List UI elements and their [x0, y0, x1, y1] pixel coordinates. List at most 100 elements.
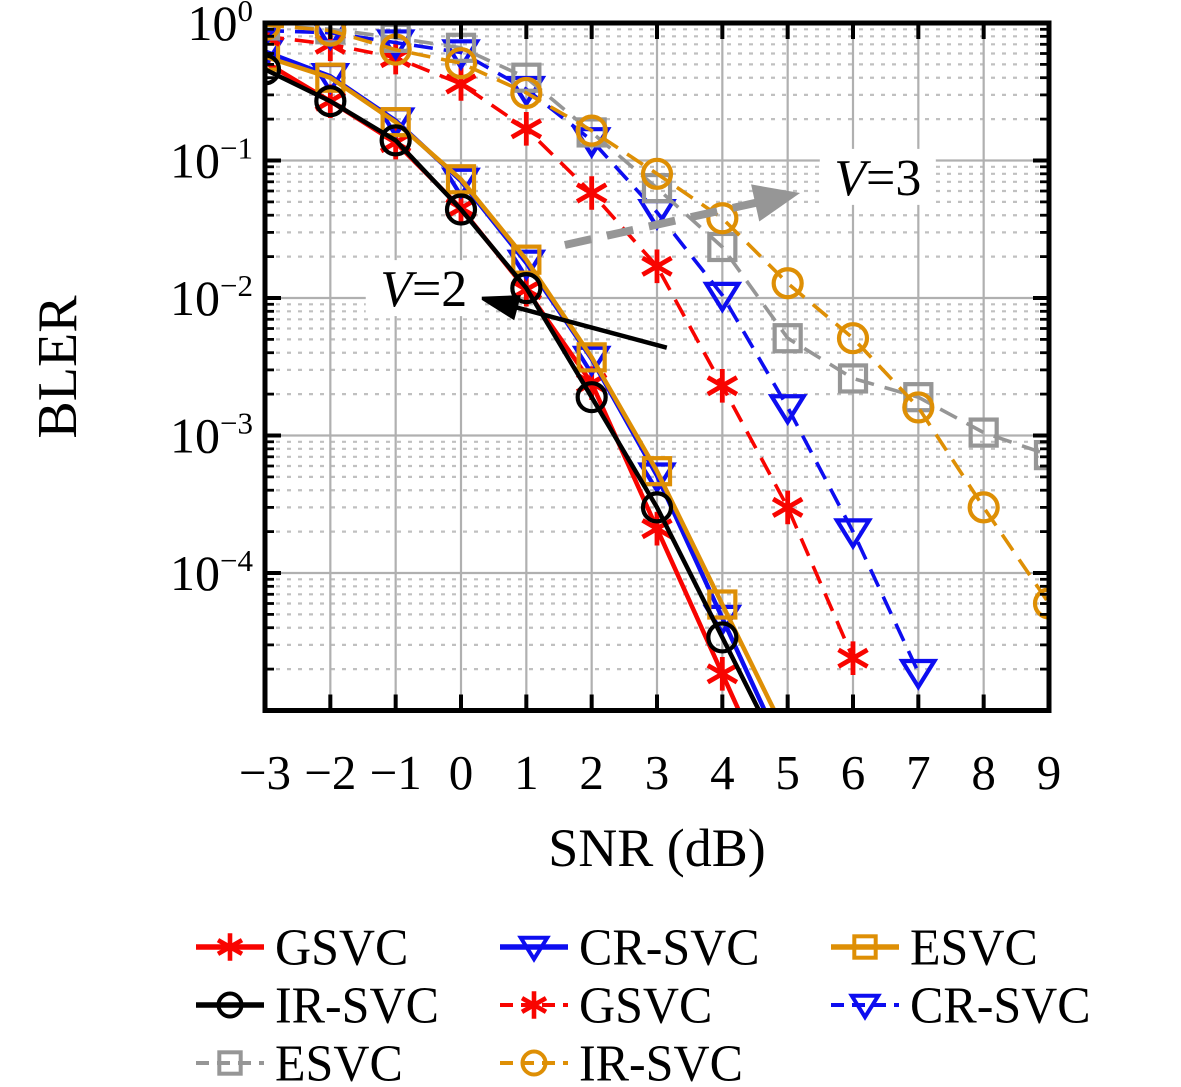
legend-item-v3-esvc: ESVC: [193, 1036, 403, 1087]
legend-label: ESVC: [910, 917, 1038, 977]
circle-marker: [444, 47, 478, 80]
x-tick-label: −3: [239, 745, 291, 800]
legend-swatch-triangle-down: [831, 993, 899, 1021]
annotation-label: V=3: [834, 150, 921, 207]
annotation-arrow-line: [564, 197, 762, 249]
annotation-arrowhead: [751, 184, 801, 222]
star-marker: [706, 368, 739, 403]
legend-swatch-triangle-down: [500, 935, 568, 963]
square-marker: [641, 456, 673, 487]
triangle-down-marker: [265, 23, 282, 50]
triangle-down-marker: [848, 993, 882, 1021]
legend-label: IR-SVC: [579, 1033, 743, 1087]
square-marker: [707, 589, 738, 620]
triangle-down-marker: [441, 167, 481, 200]
legend-item-v2-cr-svc: CR-SVC: [497, 920, 760, 974]
legend-item-v2-esvc: ESVC: [828, 920, 1038, 974]
circle-marker: [706, 621, 739, 654]
star-marker: [510, 111, 543, 146]
legend-swatch-square: [831, 934, 899, 960]
square-marker: [511, 62, 542, 93]
square-marker: [772, 323, 803, 354]
circle-marker: [706, 202, 739, 235]
x-axis-label: SNR (dB): [548, 818, 766, 878]
square-marker: [903, 382, 934, 413]
x-tick-label: −1: [370, 745, 422, 800]
star-marker: [216, 933, 244, 961]
y-tick-label: 10−2: [170, 268, 253, 326]
legend-label: GSVC: [579, 975, 713, 1035]
circle-marker: [1032, 587, 1049, 620]
triangle-down-marker: [637, 462, 677, 495]
legend-item-v3-ir-svc: IR-SVC: [497, 1036, 743, 1087]
circle-marker: [314, 23, 347, 47]
y-tick-label: 10−3: [170, 406, 253, 464]
legend-item-v3-gsvc: GSVC: [497, 978, 712, 1032]
x-tick-label: 0: [449, 745, 474, 800]
triangle-down-marker: [517, 935, 551, 963]
circle-marker: [902, 391, 935, 424]
legend-item-v3-cr-svc: CR-SVC: [828, 978, 1091, 1032]
star-marker: [520, 991, 548, 1019]
x-tick-label: −2: [304, 745, 356, 800]
axis-ticks: [263, 21, 1051, 713]
circle-marker: [444, 193, 478, 226]
chart-layers: V=2 V=3 −3 −2 −1 0 1 2 3 4 5 6 7 8 9 100 10−1 10−2 10−3 10−…: [170, 0, 1062, 800]
star-marker: [641, 249, 673, 284]
circle-marker: [379, 124, 412, 157]
square-marker: [968, 417, 999, 448]
circle-marker: [510, 76, 543, 110]
annotation-label: V=2: [380, 261, 467, 318]
x-tick-label: 6: [841, 745, 866, 800]
legend-item-v2-ir-svc: IR-SVC: [193, 978, 439, 1032]
x-tick-label: 3: [645, 745, 670, 800]
x-tick-label: 1: [514, 745, 539, 800]
circle-marker: [314, 85, 347, 118]
series-v2-gsvc: [265, 45, 742, 711]
annotations: V=2 V=3: [365, 148, 936, 350]
triangle-down-marker: [506, 249, 547, 282]
legend-label: CR-SVC: [579, 917, 760, 977]
circle-marker: [967, 491, 1000, 524]
square-marker: [380, 107, 411, 138]
series-v2-cr-svc: [265, 38, 768, 711]
annotation-label-bg: [819, 148, 936, 205]
square-marker: [445, 164, 477, 195]
square-marker: [852, 934, 878, 960]
star-marker: [837, 641, 869, 675]
circle-marker: [216, 991, 244, 1019]
circle-marker: [520, 1049, 548, 1077]
series-v2-ir-svc: [265, 53, 762, 711]
y-axis-label: BLER: [27, 295, 89, 439]
square-marker: [265, 41, 281, 72]
x-tick-label: 7: [906, 745, 931, 800]
legend-label: CR-SVC: [910, 975, 1091, 1035]
star-marker: [771, 490, 804, 525]
square-marker: [315, 62, 346, 93]
x-tick-label: 9: [1037, 745, 1062, 800]
star-marker: [706, 656, 739, 691]
annotation-arrowhead: [477, 295, 521, 321]
circle-marker: [575, 114, 608, 147]
circle-marker: [836, 322, 870, 355]
legend-swatch-star: [196, 933, 264, 961]
bler-vs-snr-chart: V=2 V=3 −3 −2 −1 0 1 2 3 4 5 6 7 8 9 100 10−1 10−2 10−3 10−…: [27, 0, 1062, 878]
legend-label: IR-SVC: [275, 975, 439, 1035]
series-v3-ir-svc: [265, 23, 1049, 620]
circle-marker: [771, 267, 804, 300]
circle-marker: [640, 491, 674, 524]
circle-marker: [265, 53, 282, 86]
square-marker: [837, 363, 869, 394]
circle-marker: [575, 381, 608, 414]
y-tick-label: 100: [188, 0, 254, 51]
legend-swatch-circle: [500, 1049, 568, 1077]
legend-swatch-star: [500, 991, 568, 1019]
x-tick-label: 5: [775, 745, 800, 800]
square-marker: [576, 342, 607, 373]
circle-marker: [510, 272, 543, 305]
triangle-down-marker: [571, 345, 612, 378]
triangle-down-marker: [833, 518, 873, 551]
circle-marker: [640, 157, 674, 190]
triangle-down-marker: [898, 658, 939, 691]
